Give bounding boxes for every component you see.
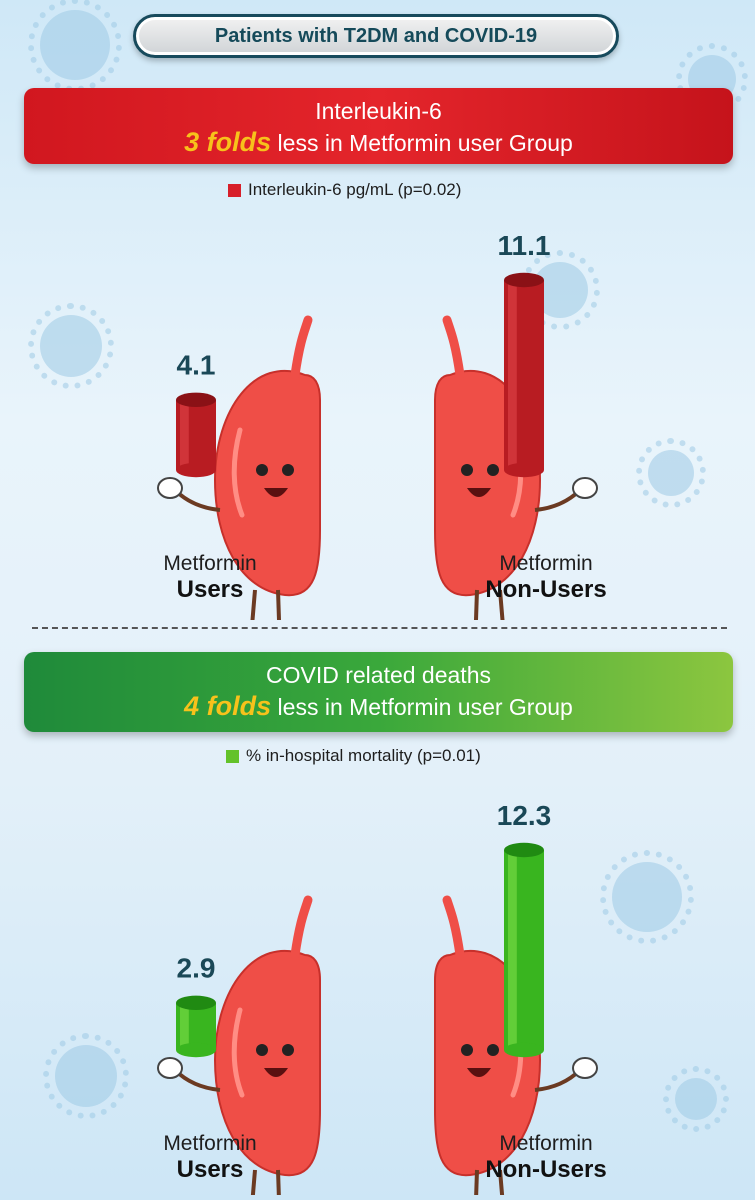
bar-base: [176, 462, 216, 478]
eye: [282, 1044, 294, 1056]
virus-decoration: [28, 0, 122, 92]
arm: [173, 1068, 221, 1092]
mortality-banner: COVID related deaths 4 folds less in Met…: [24, 652, 733, 732]
bar: 12.3: [497, 800, 552, 1058]
virus-decoration: [663, 1066, 729, 1132]
trachea: [290, 895, 313, 960]
banner-subheading: 3 folds less in Metformin user Group: [24, 127, 733, 159]
bar-top: [504, 842, 544, 858]
leg: [250, 1169, 257, 1195]
bar: 2.9: [176, 953, 216, 1058]
value-label: 11.1: [498, 230, 551, 261]
arm: [534, 1068, 582, 1092]
eye: [461, 1044, 473, 1056]
category-label: Metformin: [163, 552, 256, 575]
chart-legend: % in-hospital mortality (p=0.01): [226, 746, 481, 766]
bar-shine: [180, 399, 189, 470]
bar: 11.1: [498, 230, 551, 478]
leg: [498, 589, 505, 620]
virus-decoration: [28, 303, 114, 389]
category-label: Metformin: [163, 1132, 256, 1155]
leg: [250, 589, 257, 620]
bar-base: [504, 462, 544, 478]
category-label: Non-Users: [485, 576, 606, 603]
page-title: Patients with T2DM and COVID-19: [133, 14, 619, 58]
fold-emphasis: 4 folds: [184, 691, 272, 721]
category-label: Metformin: [499, 1132, 592, 1155]
banner-heading: Interleukin-6: [315, 98, 442, 124]
bar-shine: [508, 850, 517, 1050]
eye: [282, 464, 294, 476]
virus-decoration: [43, 1033, 129, 1119]
trachea: [290, 315, 313, 380]
leg: [498, 1169, 505, 1195]
section-divider: [32, 627, 727, 629]
bar-top: [504, 272, 544, 288]
eye: [256, 464, 268, 476]
mouth: [264, 488, 288, 497]
mouth: [467, 488, 491, 497]
trachea: [442, 895, 465, 960]
eye: [487, 1044, 499, 1056]
banner-subtext: less in Metformin user Group: [271, 130, 573, 156]
chart-legend: Interleukin-6 pg/mL (p=0.02): [228, 180, 461, 200]
glove: [157, 477, 183, 499]
eye: [256, 1044, 268, 1056]
bar-shine: [508, 280, 517, 470]
interleukin-banner: Interleukin-6 3 folds less in Metformin …: [24, 88, 733, 164]
leg: [474, 1169, 479, 1195]
glove: [572, 1057, 598, 1079]
glove: [157, 1057, 183, 1079]
legend-label: % in-hospital mortality (p=0.01): [246, 746, 481, 765]
bar-top: [176, 995, 216, 1011]
bar-shine: [180, 1002, 189, 1050]
category-label: Users: [177, 1156, 244, 1183]
lung-character: [157, 315, 321, 620]
lung-body: [213, 949, 321, 1177]
page-title-text: Patients with T2DM and COVID-19: [214, 24, 538, 47]
leg: [276, 589, 282, 620]
eye: [461, 464, 473, 476]
value-label: 2.9: [177, 953, 216, 984]
value-label: 4.1: [177, 350, 216, 381]
legend-swatch: [228, 183, 241, 197]
leg: [276, 1169, 281, 1195]
bar-base: [504, 1042, 544, 1058]
legend-swatch: [226, 749, 239, 763]
fold-emphasis: 3 folds: [184, 127, 272, 157]
bar-top: [176, 392, 216, 408]
category-label: Users: [177, 576, 244, 603]
legend-label: Interleukin-6 pg/mL (p=0.02): [248, 180, 462, 199]
category-label: Metformin: [499, 552, 592, 575]
mouth: [264, 1068, 288, 1077]
virus-decoration: [636, 438, 706, 508]
leg: [473, 589, 479, 620]
banner-subheading: 4 folds less in Metformin user Group: [24, 691, 733, 723]
bar: 4.1: [176, 350, 216, 478]
eye: [487, 464, 499, 476]
arm: [534, 488, 582, 512]
lung-character: [157, 895, 321, 1195]
banner-heading: COVID related deaths: [265, 662, 491, 688]
lung-body: [213, 369, 321, 597]
arm: [173, 488, 221, 512]
category-label: Non-Users: [485, 1156, 606, 1183]
virus-decoration: [600, 850, 694, 944]
lung-highlight: [231, 427, 245, 518]
glove: [572, 477, 598, 499]
banner-subtext: less in Metformin user Group: [271, 694, 573, 720]
lung-highlight: [231, 1007, 245, 1098]
mouth: [467, 1068, 491, 1077]
bar-base: [176, 1042, 216, 1058]
trachea: [442, 315, 465, 380]
value-label: 12.3: [497, 800, 552, 831]
